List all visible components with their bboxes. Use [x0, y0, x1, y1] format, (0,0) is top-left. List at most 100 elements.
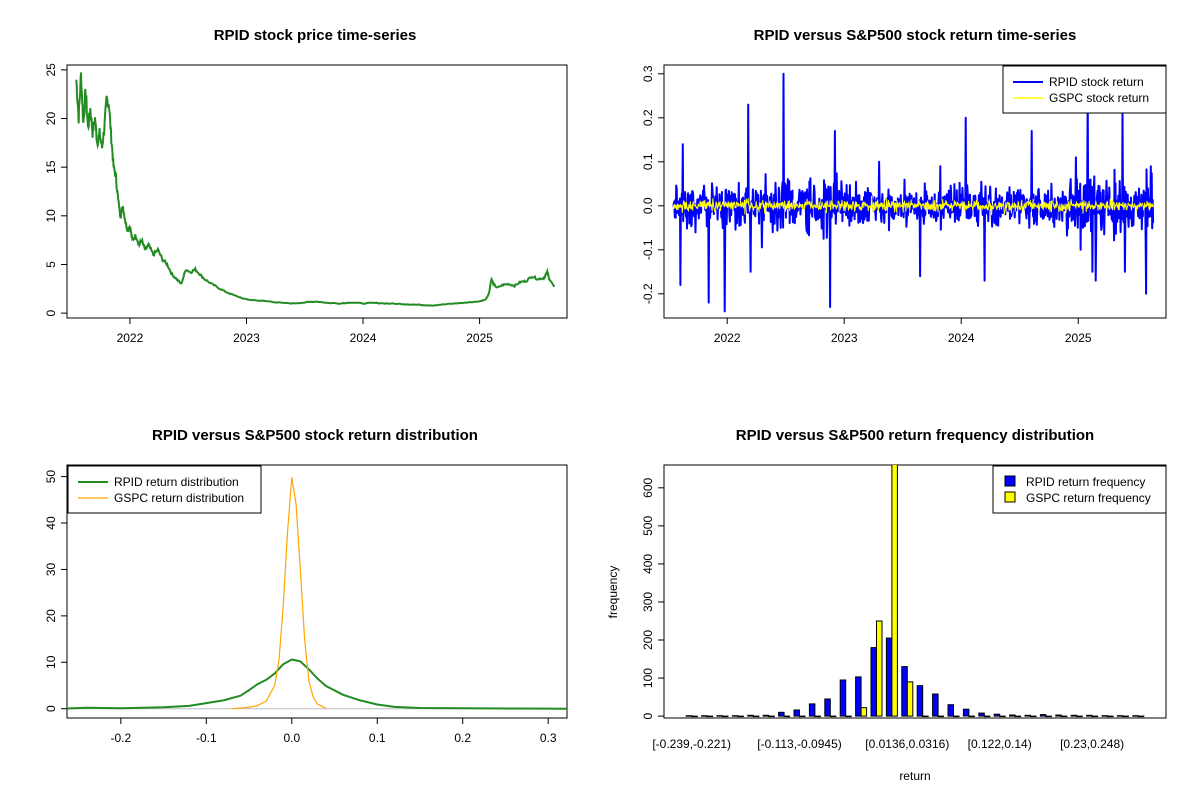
- gspc-frequency-bar: [1045, 715, 1052, 718]
- price-chart-title: RPID stock price time-series: [214, 27, 417, 44]
- rpid-frequency-bar: [716, 715, 723, 717]
- histogram-chart-title: RPID versus S&P500 return frequency dist…: [736, 427, 1094, 444]
- histogram-x-category-label: [-0.113,-0.0945): [757, 737, 842, 751]
- returns-series: [672, 72, 1155, 313]
- returns-legend-label-rpid: RPID stock return: [1049, 75, 1144, 89]
- price-series: [75, 72, 556, 307]
- rpid-frequency-bar: [793, 709, 800, 717]
- histogram-x-category-label: [-0.239,-0.221): [652, 737, 731, 751]
- histogram-legend-label-gspc: GSPC return frequency: [1026, 491, 1151, 505]
- histogram-y-axis-label: frequency: [606, 566, 620, 619]
- gspc-density-line: [231, 476, 327, 710]
- gspc-frequency-bar: [768, 715, 775, 718]
- returns-legend-box: [1002, 65, 1167, 114]
- rpid-frequency-bar: [808, 703, 816, 717]
- returns-plot-frame: [663, 64, 1167, 319]
- histogram-bars: [685, 465, 1145, 718]
- histogram-axes: 0 100 200 300 400 500 600 [-0.239,-0.221) [-0.11…: [641, 477, 1124, 751]
- gspc-frequency-bar: [937, 715, 945, 718]
- density-y-tick-label: 40: [44, 516, 58, 530]
- rpid-frequency-bar: [932, 693, 939, 717]
- density-y-tick-label: 50: [44, 470, 58, 484]
- returns-axes: 2022 2023 2024 2025 -0.2 -0.1 0.0 0.1 0.2 0.3: [641, 65, 1092, 345]
- returns-x-tick-label: 2024: [948, 331, 975, 345]
- gspc-frequency-bar: [1122, 715, 1129, 718]
- gspc-frequency-bar: [1060, 715, 1068, 718]
- price-y-tick-label: 25: [44, 63, 58, 77]
- gspc-frequency-bar: [1014, 715, 1022, 718]
- density-legend-box: [67, 465, 262, 514]
- gspc-frequency-bar: [737, 715, 744, 718]
- price-x-tick-label: 2024: [350, 331, 377, 345]
- rpid-frequency-bar: [1101, 715, 1108, 717]
- histogram-legend-swatch-gspc: [1004, 491, 1016, 503]
- histogram-x-category-label: [0.0136,0.0316): [865, 737, 949, 751]
- density-y-tick-label: 10: [44, 655, 58, 669]
- density-x-tick-label: -0.2: [111, 731, 132, 745]
- gspc-frequency-bar: [706, 715, 714, 718]
- rpid-frequency-bar: [1009, 714, 1016, 717]
- histogram-y-tick-label: 500: [641, 516, 655, 536]
- rpid-frequency-bar: [978, 712, 985, 717]
- returns-x-tick-label: 2022: [714, 331, 741, 345]
- histogram-legend-box: [992, 465, 1167, 514]
- rpid-frequency-bar: [1039, 714, 1047, 717]
- price-plot-frame: [66, 64, 568, 319]
- rpid-frequency-bar: [747, 714, 754, 717]
- gspc-frequency-bar: [845, 715, 852, 718]
- rpid-frequency-bar: [901, 666, 908, 717]
- density-legend-label-gspc: GSPC return distribution: [114, 491, 244, 505]
- density-x-tick-label: -0.1: [196, 731, 217, 745]
- rpid-frequency-bar: [731, 715, 739, 717]
- rpid-frequency-bar: [916, 685, 924, 717]
- density-x-tick-label: 0.0: [283, 731, 300, 745]
- returns-legend: RPID stock return GSPC stock return: [1002, 65, 1167, 114]
- gspc-frequency-bar: [953, 715, 960, 718]
- gspc-frequency-bar: [983, 715, 991, 718]
- rpid-frequency-bar: [870, 647, 877, 717]
- histogram-x-category-label: [0.23,0.248): [1060, 737, 1124, 751]
- rpid-frequency-bar: [947, 704, 954, 717]
- histogram-legend-label-rpid: RPID return frequency: [1026, 475, 1145, 489]
- histogram-y-tick-label: 400: [641, 554, 655, 574]
- price-line: [75, 72, 556, 307]
- rpid-frequency-bar: [885, 637, 893, 717]
- gspc-frequency-bar: [814, 715, 821, 718]
- price-chart: RPID stock price time-series 2022 2023 202…: [44, 27, 568, 345]
- returns-y-tick-label: -0.2: [641, 283, 655, 304]
- rpid-frequency-bar: [762, 714, 770, 717]
- rpid-frequency-bar: [993, 713, 1001, 717]
- price-y-tick-label: 5: [44, 261, 58, 268]
- histogram-x-axis-label: return: [899, 769, 930, 783]
- returns-chart-title: RPID versus S&P500 stock return time-ser…: [754, 27, 1077, 44]
- returns-y-tick-label: 0.1: [641, 153, 655, 170]
- returns-y-tick-label: 0.3: [641, 65, 655, 82]
- price-y-tick-label: 10: [44, 209, 58, 223]
- gspc-frequency-bar: [906, 681, 914, 717]
- gspc-frequency-bar: [1137, 715, 1145, 718]
- returns-chart: RPID versus S&P500 stock return time-ser…: [641, 27, 1167, 345]
- histogram-legend: RPID return frequency GSPC return freque…: [992, 465, 1167, 514]
- gspc-frequency-bar: [891, 465, 898, 717]
- price-y-tick-label: 15: [44, 160, 58, 174]
- histogram-y-tick-label: 200: [641, 630, 655, 650]
- density-y-tick-label: 20: [44, 609, 58, 623]
- density-series: [66, 476, 568, 710]
- rpid-frequency-bar: [824, 698, 831, 717]
- gspc-frequency-bar: [722, 715, 729, 718]
- density-chart: RPID versus S&P500 stock return distribu…: [44, 427, 568, 745]
- rpid-frequency-bar: [1116, 715, 1124, 717]
- rpid-frequency-bar: [685, 715, 693, 717]
- gspc-frequency-bar: [860, 707, 868, 717]
- gspc-frequency-bar: [968, 715, 975, 718]
- rpid-frequency-bar: [1055, 714, 1062, 717]
- gspc-frequency-bar: [783, 715, 791, 718]
- density-chart-title: RPID versus S&P500 stock return distribu…: [152, 427, 478, 444]
- returns-x-tick-label: 2023: [831, 331, 858, 345]
- rpid-frequency-bar: [701, 715, 708, 717]
- gspc-frequency-bar: [799, 715, 806, 718]
- rpid-frequency-bar: [1132, 715, 1139, 717]
- gspc-frequency-bar: [1076, 715, 1083, 718]
